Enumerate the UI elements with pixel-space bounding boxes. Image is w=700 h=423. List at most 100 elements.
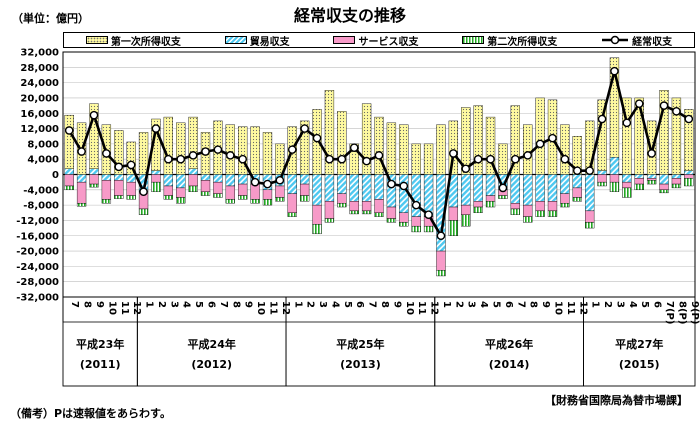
bar-secondary-income [485, 201, 496, 208]
current-account-point [399, 181, 409, 191]
bar-secondary-income [461, 214, 471, 227]
current-account-point [213, 145, 223, 154]
legend-item-trade: 貿易収支 [224, 33, 290, 48]
month-label: 7 [367, 301, 378, 308]
bar-services [176, 187, 186, 198]
bar-primary-income [337, 111, 347, 175]
bar-secondary-income [498, 195, 508, 199]
bar-services [361, 201, 372, 212]
bar-secondary-income [64, 185, 74, 191]
current-account-point [176, 154, 186, 164]
current-account-point [126, 160, 136, 170]
bar-trade [200, 174, 211, 181]
month-label: 10 [404, 301, 415, 315]
legend-label: 第一次所得収支 [110, 36, 181, 48]
bar-trade [287, 174, 297, 194]
current-account-point [684, 114, 694, 124]
month-label: 3 [614, 301, 625, 308]
month-label: 1 [441, 301, 452, 308]
month-label: 9 [243, 301, 254, 308]
bar-primary-income [423, 143, 434, 175]
bar-trade [585, 174, 595, 212]
bar-secondary-income [101, 199, 112, 204]
current-account-point [114, 162, 124, 172]
bar-services [238, 183, 248, 196]
year-label: 平成23年 [76, 337, 124, 351]
bar-secondary-income [585, 222, 595, 229]
bar-trade [411, 174, 421, 217]
current-account-point [102, 149, 111, 158]
month-label: 5 [491, 301, 502, 308]
legend-swatch-solid [333, 36, 356, 44]
bar-services [399, 212, 409, 223]
current-account-point [312, 133, 322, 143]
bar-trade [485, 174, 496, 196]
bar-secondary-income [349, 210, 359, 215]
bar-secondary-income [684, 178, 694, 187]
bar-trade [337, 174, 347, 194]
current-account-point [188, 151, 198, 160]
bar-secondary-income [510, 208, 520, 215]
bar-secondary-income [374, 212, 384, 217]
bar-services [114, 180, 124, 196]
bar-secondary-income [659, 189, 669, 194]
current-account-point [449, 149, 458, 158]
bar-secondary-income [423, 225, 434, 233]
legend-swatch-vstripe [462, 36, 485, 44]
bar-services [374, 199, 384, 213]
bar-trade [374, 174, 384, 200]
y-tick-label: 16,000 [20, 109, 59, 120]
bar-primary-income [535, 97, 545, 175]
bar-primary-income [498, 143, 508, 175]
bar-services [349, 201, 359, 212]
current-account-point [411, 200, 421, 210]
bar-services [535, 201, 545, 212]
bar-secondary-income [597, 181, 607, 187]
unit-label: （単位：億円） [12, 12, 89, 25]
current-account-point [424, 210, 433, 219]
bar-secondary-income [399, 222, 409, 227]
current-account-point [263, 179, 272, 189]
bar-secondary-income [523, 216, 533, 223]
bar-trade [213, 174, 223, 183]
bar-secondary-income [275, 197, 285, 202]
bar-services [262, 189, 273, 200]
current-account-point [238, 154, 247, 164]
month-label: 2 [305, 301, 316, 308]
month-label: 6 [652, 301, 663, 308]
bar-trade [634, 174, 644, 179]
bar-trade [76, 174, 87, 183]
bar-services [461, 204, 471, 215]
bar-secondary-income [337, 203, 347, 208]
month-label: 6 [206, 301, 217, 308]
bar-secondary-income [287, 212, 297, 217]
current-account-point [461, 164, 471, 174]
bar-services [89, 174, 99, 185]
bar-primary-income [225, 124, 235, 175]
bar-services [287, 193, 297, 213]
bar-trade [423, 174, 434, 217]
bar-secondary-income [213, 193, 223, 198]
bar-primary-income [138, 132, 149, 175]
month-label: 9 [94, 301, 105, 308]
bar-primary-income [64, 114, 74, 169]
current-account-point [672, 107, 681, 116]
bar-secondary-income [138, 208, 149, 215]
bar-trade [238, 174, 248, 185]
month-label: 5 [639, 301, 650, 308]
bar-secondary-income [188, 185, 198, 192]
year-sub-label: (2011) [80, 358, 121, 371]
bar-primary-income [262, 132, 273, 175]
bar-services [200, 180, 211, 192]
current-account-point [151, 124, 161, 133]
bar-services [411, 216, 421, 227]
current-account-point [560, 154, 570, 164]
y-tick-label: 8,000 [27, 139, 59, 150]
month-label: 1 [292, 301, 303, 308]
bar-primary-income [188, 116, 198, 169]
bar-secondary-income [448, 220, 459, 236]
legend-swatch-dots [85, 36, 108, 44]
bar-services [684, 174, 694, 179]
bar-secondary-income [76, 203, 87, 207]
current-account-point [349, 143, 359, 153]
